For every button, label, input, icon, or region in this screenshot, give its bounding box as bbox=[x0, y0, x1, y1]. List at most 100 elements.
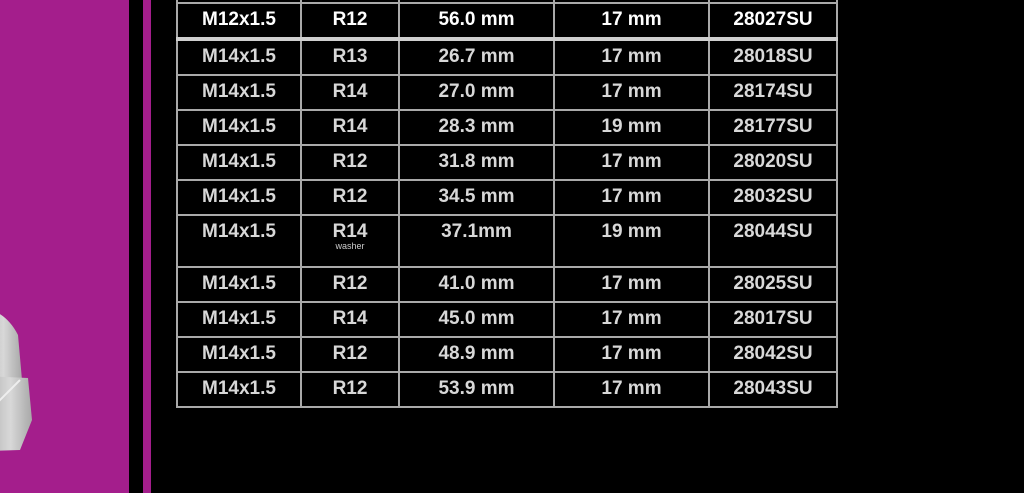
hex-value: 19 mm bbox=[601, 221, 662, 242]
product-image-panel bbox=[0, 0, 129, 493]
cell-hex: 17 mm bbox=[553, 336, 710, 373]
cell-length: 41.0 mm bbox=[398, 266, 555, 303]
table-row: M14x1.5 R13 26.7 mm 17 mm 28018SU bbox=[176, 38, 838, 76]
lug-nut-spec-table: M12x1.5 R12 56.0 mm 17 mm 28027SU M14x1.5 R13 2… bbox=[176, 0, 838, 408]
hex-value: 17 mm bbox=[601, 308, 662, 329]
cell-hex: 19 mm bbox=[553, 109, 710, 146]
cell-length: 26.7 mm bbox=[398, 38, 555, 76]
length-value: 56.0 mm bbox=[438, 9, 515, 30]
cell-hex: 17 mm bbox=[553, 38, 710, 76]
seat-value: R14 bbox=[332, 81, 368, 102]
thread-value: M14x1.5 bbox=[202, 46, 276, 67]
thread-value: M14x1.5 bbox=[202, 81, 276, 102]
cell-hex: 17 mm bbox=[553, 179, 710, 216]
hex-value: 17 mm bbox=[601, 46, 662, 67]
length-value: 53.9 mm bbox=[438, 378, 515, 399]
thread-value: M14x1.5 bbox=[202, 273, 276, 294]
part-value: 28020SU bbox=[733, 151, 813, 172]
cell-length: 28.3 mm bbox=[398, 109, 555, 146]
cell-thread: M14x1.5 bbox=[176, 336, 302, 373]
table-row: M14x1.5 R14 45.0 mm 17 mm 28017SU bbox=[176, 301, 838, 338]
cell-hex: 17 mm bbox=[553, 74, 710, 111]
cell-part: 28174SU bbox=[708, 74, 838, 111]
seat-value: R13 bbox=[332, 46, 368, 67]
part-value: 28017SU bbox=[733, 308, 813, 329]
table-row: M14x1.5 R12 34.5 mm 17 mm 28032SU bbox=[176, 179, 838, 216]
hex-value: 17 mm bbox=[601, 343, 662, 364]
seat-value: R14 bbox=[332, 116, 368, 137]
length-value: 26.7 mm bbox=[438, 46, 515, 67]
table-row: M14x1.5 R12 31.8 mm 17 mm 28020SU bbox=[176, 144, 838, 181]
thread-value: M14x1.5 bbox=[202, 151, 276, 172]
length-value: 28.3 mm bbox=[438, 116, 515, 137]
seat-note: washer bbox=[335, 241, 365, 251]
cell-seat: R14 bbox=[300, 74, 400, 111]
cell-seat: R12 bbox=[300, 266, 400, 303]
part-value: 28027SU bbox=[733, 9, 813, 30]
cell-hex: 17 mm bbox=[553, 301, 710, 338]
length-value: 37.1mm bbox=[441, 221, 512, 242]
table-row: M14x1.5 R12 48.9 mm 17 mm 28042SU bbox=[176, 336, 838, 373]
cell-thread: M14x1.5 bbox=[176, 74, 302, 111]
length-value: 45.0 mm bbox=[438, 308, 515, 329]
cell-part: 28020SU bbox=[708, 144, 838, 181]
cell-thread: M14x1.5 bbox=[176, 109, 302, 146]
thread-value: M14x1.5 bbox=[202, 343, 276, 364]
table-row: M14x1.5 R14 27.0 mm 17 mm 28174SU bbox=[176, 74, 838, 111]
seat-value: R12 bbox=[332, 343, 368, 364]
cell-thread: M14x1.5 bbox=[176, 144, 302, 181]
cell-part: 28027SU bbox=[708, 2, 838, 41]
cell-seat: R14 washer bbox=[300, 214, 400, 268]
cell-length: 45.0 mm bbox=[398, 301, 555, 338]
table-row: M14x1.5 R14 28.3 mm 19 mm 28177SU bbox=[176, 109, 838, 146]
cell-part: 28042SU bbox=[708, 336, 838, 373]
thread-value: M12x1.5 bbox=[202, 9, 276, 30]
length-value: 27.0 mm bbox=[438, 81, 515, 102]
cell-length: 37.1mm bbox=[398, 214, 555, 268]
length-value: 34.5 mm bbox=[438, 186, 515, 207]
cell-hex: 17 mm bbox=[553, 144, 710, 181]
seat-value: R12 bbox=[332, 273, 368, 294]
cell-part: 28018SU bbox=[708, 38, 838, 76]
thread-value: M14x1.5 bbox=[202, 186, 276, 207]
cell-seat: R14 bbox=[300, 301, 400, 338]
part-value: 28177SU bbox=[733, 116, 813, 137]
hex-value: 17 mm bbox=[601, 378, 662, 399]
thread-value: M14x1.5 bbox=[202, 308, 276, 329]
cell-seat: R13 bbox=[300, 38, 400, 76]
seat-value: R12 bbox=[332, 9, 368, 30]
cell-length: 31.8 mm bbox=[398, 144, 555, 181]
part-value: 28032SU bbox=[733, 186, 813, 207]
seat-value: R12 bbox=[332, 186, 368, 207]
acorn-nut-icon bbox=[0, 314, 32, 451]
cell-thread: M14x1.5 bbox=[176, 214, 302, 268]
cell-thread: M14x1.5 bbox=[176, 179, 302, 216]
cell-thread: M14x1.5 bbox=[176, 371, 302, 408]
cell-length: 27.0 mm bbox=[398, 74, 555, 111]
cell-length: 53.9 mm bbox=[398, 371, 555, 408]
cell-thread: M14x1.5 bbox=[176, 266, 302, 303]
cell-seat: R12 bbox=[300, 2, 400, 41]
hex-value: 17 mm bbox=[601, 273, 662, 294]
part-value: 28025SU bbox=[733, 273, 813, 294]
hex-value: 17 mm bbox=[601, 9, 662, 30]
cell-thread: M14x1.5 bbox=[176, 301, 302, 338]
thread-value: M14x1.5 bbox=[202, 378, 276, 399]
cell-seat: R12 bbox=[300, 179, 400, 216]
cell-hex: 17 mm bbox=[553, 266, 710, 303]
cell-part: 28177SU bbox=[708, 109, 838, 146]
cell-part: 28044SU bbox=[708, 214, 838, 268]
cell-seat: R12 bbox=[300, 371, 400, 408]
seat-value: R14 bbox=[332, 221, 368, 242]
cell-seat: R12 bbox=[300, 144, 400, 181]
cell-thread: M14x1.5 bbox=[176, 38, 302, 76]
cell-length: 56.0 mm bbox=[398, 2, 555, 41]
seat-value: R12 bbox=[332, 151, 368, 172]
cell-part: 28032SU bbox=[708, 179, 838, 216]
thread-value: M14x1.5 bbox=[202, 221, 276, 242]
hex-value: 17 mm bbox=[601, 186, 662, 207]
part-value: 28043SU bbox=[733, 378, 813, 399]
accent-stripe bbox=[143, 0, 151, 493]
table-row: M14x1.5 R12 53.9 mm 17 mm 28043SU bbox=[176, 371, 838, 408]
seat-value: R12 bbox=[332, 378, 368, 399]
